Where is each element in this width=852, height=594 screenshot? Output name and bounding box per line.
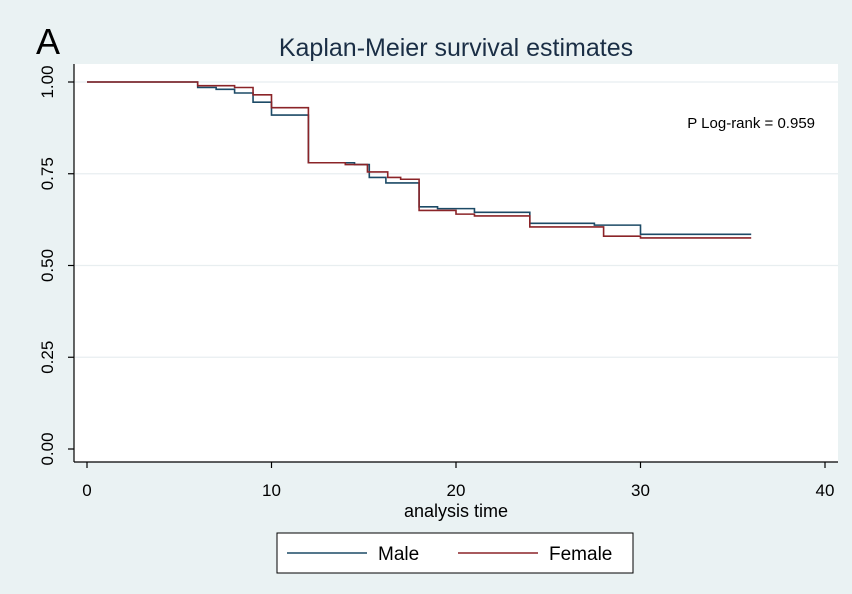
series-line-female [87, 81, 752, 239]
grid-lines [75, 81, 838, 358]
x-tick-label: 0 [82, 481, 91, 500]
logrank-annotation: P Log-rank = 0.959 [687, 115, 815, 132]
plot-area: 0.00 0.25 0.50 0.75 1.00 0 10 20 30 40 P Log-ran… [38, 64, 838, 500]
series-layer [87, 81, 752, 239]
y-tick-label: 0.75 [38, 157, 57, 190]
x-tick-label: 10 [262, 481, 281, 500]
legend-label-male: Male [378, 544, 419, 565]
x-tick-label: 20 [447, 481, 466, 500]
y-tick-label: 0.00 [38, 432, 57, 465]
y-tick-label: 1.00 [38, 65, 57, 98]
y-tick-label: 0.25 [38, 341, 57, 374]
legend: Male Female [276, 532, 634, 574]
x-axis-ticks: 0 10 20 30 40 [82, 462, 834, 500]
x-tick-label: 40 [816, 481, 835, 500]
x-axis-label: analysis time [404, 501, 508, 521]
legend-label-female: Female [549, 544, 612, 565]
x-tick-label: 30 [631, 481, 650, 500]
plot-background [74, 64, 838, 462]
chart-title: Kaplan-Meier survival estimates [279, 34, 633, 62]
panel-label: A [36, 21, 60, 62]
y-axis-ticks: 0.00 0.25 0.50 0.75 1.00 [38, 65, 74, 466]
y-tick-label: 0.50 [38, 249, 57, 282]
